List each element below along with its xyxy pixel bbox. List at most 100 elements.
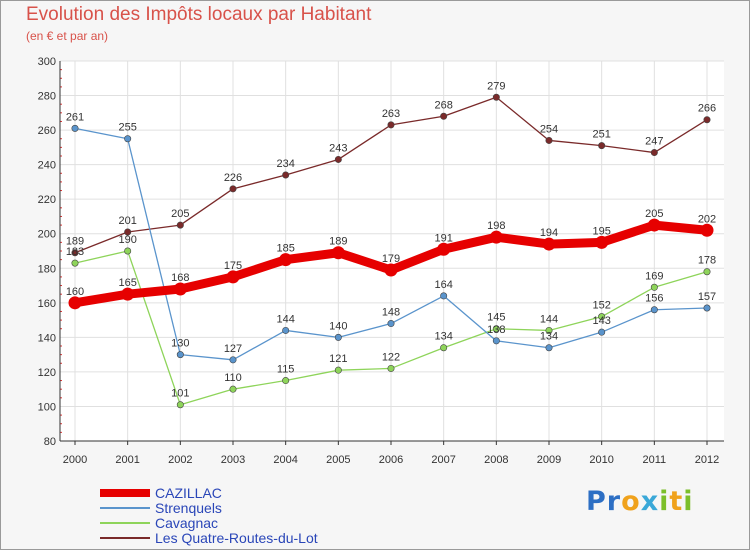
data-label-cazillac-2009: 194 xyxy=(540,227,558,239)
data-label-cazillac-2004: 185 xyxy=(276,243,294,255)
point-cazillac-2010 xyxy=(595,235,609,249)
data-label-strenquels-2000: 261 xyxy=(66,111,84,123)
legend-swatch-strenquels xyxy=(100,507,150,509)
data-label-strenquels-2011: 156 xyxy=(645,293,663,305)
data-label-les-quatre-routes-du-lot-2010: 251 xyxy=(592,129,610,141)
point-cavagnac-2005 xyxy=(334,366,342,374)
point-strenquels-2001 xyxy=(124,135,132,143)
legend-label-strenquels: Strenquels xyxy=(155,500,222,516)
x-tick-label-2004: 2004 xyxy=(273,454,297,466)
point-strenquels-2003 xyxy=(229,356,237,364)
data-label-les-quatre-routes-du-lot-2006: 263 xyxy=(382,108,400,120)
data-label-les-quatre-routes-du-lot-2005: 243 xyxy=(329,142,347,154)
data-label-strenquels-2009: 134 xyxy=(540,331,558,343)
data-label-strenquels-2010: 143 xyxy=(592,315,610,327)
point-strenquels-2006 xyxy=(387,320,395,328)
x-tick-label-2002: 2002 xyxy=(168,454,192,466)
data-label-cazillac-2012: 202 xyxy=(698,213,716,225)
data-label-cazillac-2010: 195 xyxy=(592,225,610,237)
x-tick-label-2000: 2000 xyxy=(63,454,87,466)
y-tick-label-280: 280 xyxy=(38,91,56,103)
point-cavagnac-2011 xyxy=(650,283,658,291)
point-cazillac-2011 xyxy=(647,218,661,232)
point-cazillac-2002 xyxy=(173,282,187,296)
x-tick-label-2005: 2005 xyxy=(326,454,350,466)
point-les-quatre-routes-du-lot-2005 xyxy=(334,155,342,163)
data-label-strenquels-2012: 157 xyxy=(698,291,716,303)
point-strenquels-2004 xyxy=(282,326,290,334)
data-label-strenquels-2006: 148 xyxy=(382,307,400,319)
data-label-les-quatre-routes-du-lot-2007: 268 xyxy=(434,99,452,111)
data-label-cavagnac-2008: 145 xyxy=(487,312,505,324)
x-tick-label-2008: 2008 xyxy=(484,454,508,466)
point-les-quatre-routes-du-lot-2001 xyxy=(124,228,132,236)
x-tick-label-2003: 2003 xyxy=(221,454,245,466)
legend-item-quatre-routes: Les Quatre-Routes-du-Lot xyxy=(100,530,430,547)
data-label-cazillac-2006: 179 xyxy=(382,253,400,265)
x-tick-label-2001: 2001 xyxy=(115,454,139,466)
x-tick-label-2006: 2006 xyxy=(379,454,403,466)
data-label-les-quatre-routes-du-lot-2004: 234 xyxy=(276,158,294,170)
data-label-strenquels-2001: 255 xyxy=(118,122,136,134)
point-strenquels-2008 xyxy=(492,337,500,345)
data-label-cavagnac-2010: 152 xyxy=(592,300,610,312)
point-cazillac-2007 xyxy=(437,242,451,256)
data-label-cavagnac-2009: 144 xyxy=(540,313,558,325)
point-les-quatre-routes-du-lot-2003 xyxy=(229,185,237,193)
data-label-cazillac-2001: 165 xyxy=(118,277,136,289)
point-cazillac-2001 xyxy=(121,287,135,301)
point-cazillac-2003 xyxy=(226,270,240,284)
y-tick-label-240: 240 xyxy=(38,160,56,172)
data-label-cazillac-2002: 168 xyxy=(171,272,189,284)
y-tick-label-260: 260 xyxy=(38,125,56,137)
data-label-cavagnac-2007: 134 xyxy=(434,331,452,343)
y-tick-label-80: 80 xyxy=(44,436,56,448)
point-strenquels-2009 xyxy=(545,344,553,352)
data-label-cazillac-2011: 205 xyxy=(645,208,663,220)
point-cavagnac-2010 xyxy=(598,313,606,321)
data-label-cazillac-2003: 175 xyxy=(224,260,242,272)
point-cavagnac-2007 xyxy=(440,344,448,352)
point-strenquels-2012 xyxy=(703,304,711,312)
point-strenquels-2007 xyxy=(440,292,448,300)
point-strenquels-2005 xyxy=(334,333,342,341)
proxiti-logo: Proxiti xyxy=(586,486,694,517)
data-label-cavagnac-2011: 169 xyxy=(645,270,663,282)
chart-subtitle: (en € et par an) xyxy=(26,29,109,43)
point-cavagnac-2008 xyxy=(492,325,500,333)
x-tick-label-2011: 2011 xyxy=(643,454,667,466)
data-label-les-quatre-routes-du-lot-2001: 201 xyxy=(118,215,136,227)
x-tick-label-2010: 2010 xyxy=(589,454,613,466)
point-cazillac-2005 xyxy=(331,246,345,260)
data-label-strenquels-2008: 138 xyxy=(487,324,505,336)
legend-swatch-quatre-routes xyxy=(100,537,150,539)
point-les-quatre-routes-du-lot-2012 xyxy=(703,116,711,124)
data-label-cavagnac-2001: 190 xyxy=(118,234,136,246)
data-label-les-quatre-routes-du-lot-2000: 189 xyxy=(66,236,84,248)
point-strenquels-2010 xyxy=(598,328,606,336)
x-tick-label-2012: 2012 xyxy=(695,454,719,466)
y-tick-label-180: 180 xyxy=(38,263,56,275)
point-strenquels-2002 xyxy=(176,351,184,359)
data-label-strenquels-2003: 127 xyxy=(224,343,242,355)
y-tick-label-100: 100 xyxy=(38,401,56,413)
y-tick-label-300: 300 xyxy=(38,56,56,68)
data-label-cavagnac-2004: 115 xyxy=(277,364,295,376)
data-label-cazillac-2008: 198 xyxy=(487,220,505,232)
point-les-quatre-routes-du-lot-2011 xyxy=(650,149,658,157)
point-les-quatre-routes-du-lot-2007 xyxy=(440,112,448,120)
legend-label-cazillac: CAZILLAC xyxy=(155,485,222,501)
data-label-cazillac-2000: 160 xyxy=(66,286,84,298)
data-label-strenquels-2007: 164 xyxy=(434,279,452,291)
x-tick-label-2009: 2009 xyxy=(537,454,561,466)
data-label-les-quatre-routes-du-lot-2009: 254 xyxy=(540,123,558,135)
y-tick-label-220: 220 xyxy=(38,194,56,206)
data-label-les-quatre-routes-du-lot-2011: 247 xyxy=(645,136,663,148)
point-strenquels-2011 xyxy=(650,306,658,314)
data-label-les-quatre-routes-du-lot-2002: 205 xyxy=(171,208,189,220)
point-cazillac-2004 xyxy=(279,253,293,267)
data-label-les-quatre-routes-du-lot-2008: 279 xyxy=(487,80,505,92)
data-label-cavagnac-2002: 101 xyxy=(171,388,189,400)
point-les-quatre-routes-du-lot-2000 xyxy=(71,249,79,257)
